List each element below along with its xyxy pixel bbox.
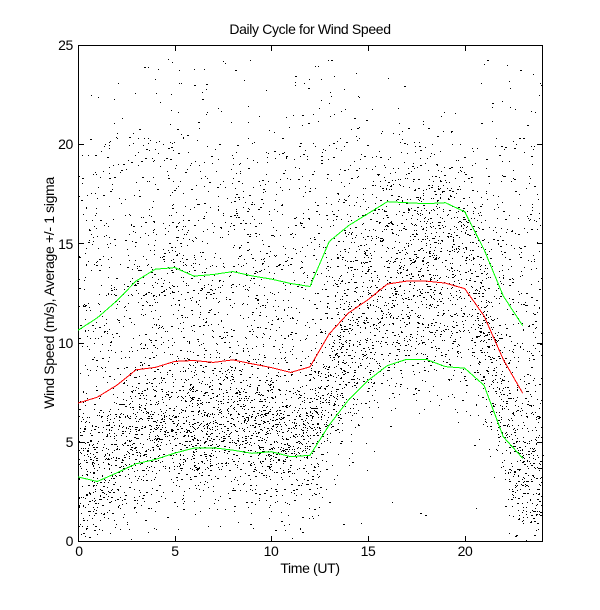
- svg-text:5: 5: [171, 543, 179, 559]
- svg-text:0: 0: [66, 533, 74, 549]
- svg-text:Daily Cycle for Wind Speed: Daily Cycle for Wind Speed: [229, 21, 390, 37]
- svg-text:20: 20: [58, 136, 73, 152]
- svg-text:0: 0: [75, 543, 83, 559]
- svg-text:25: 25: [58, 37, 73, 53]
- svg-text:10: 10: [264, 543, 279, 559]
- svg-text:Wind Speed (m/s), Average +/-: Wind Speed (m/s), Average +/- 1 sigma: [41, 177, 57, 409]
- svg-text:10: 10: [58, 335, 73, 351]
- svg-text:Time (UT): Time (UT): [280, 560, 339, 576]
- svg-text:15: 15: [361, 543, 376, 559]
- svg-text:15: 15: [58, 236, 73, 252]
- svg-text:20: 20: [458, 543, 473, 559]
- svg-text:5: 5: [66, 434, 74, 450]
